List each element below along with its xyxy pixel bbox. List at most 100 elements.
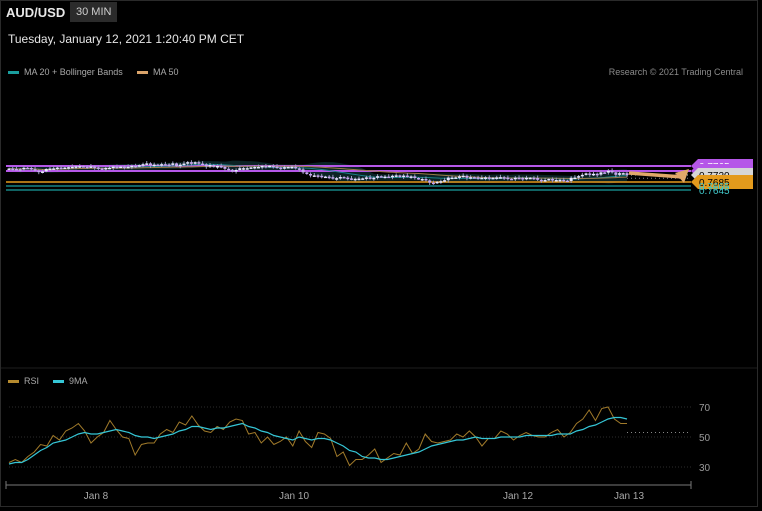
candle-body — [189, 162, 193, 164]
level-lines — [6, 165, 691, 191]
level-label-0.7665: 0.7665 — [699, 182, 730, 193]
candle-body — [249, 167, 253, 169]
symbol-label: AUD/USD — [6, 5, 66, 20]
candle-body — [524, 177, 528, 180]
candle-body — [175, 163, 179, 167]
candle-body — [253, 167, 257, 169]
candle-body — [454, 177, 458, 179]
candle-body — [495, 177, 499, 179]
candle-body — [502, 177, 506, 179]
candle-body — [335, 178, 339, 180]
candle-body — [532, 177, 536, 180]
candle-body — [591, 173, 595, 176]
candle-body — [44, 169, 48, 172]
candle-body — [134, 165, 138, 168]
candle-body — [368, 177, 372, 179]
candle-body — [89, 166, 93, 168]
candle-body — [342, 177, 346, 179]
bollinger-band-area — [9, 160, 627, 184]
candle-body — [472, 177, 476, 179]
candle-body — [93, 166, 97, 168]
rsi-pane: 70 50 30 — [8, 403, 711, 474]
candle-body — [122, 166, 126, 169]
x-tick-label: Jan 8 — [84, 491, 109, 502]
x-tick-label: Jan 13 — [614, 491, 644, 502]
candle-body — [96, 167, 100, 169]
candle-body — [290, 166, 294, 169]
candle-body — [573, 177, 577, 180]
candle-body — [387, 176, 391, 179]
candle-body — [85, 166, 89, 169]
candle-body — [517, 177, 521, 180]
candle-body — [558, 179, 562, 182]
bollinger-bands — [9, 160, 627, 184]
candle-body — [74, 166, 78, 168]
candle-body — [480, 177, 484, 180]
legend-swatch-ma50 — [137, 71, 148, 75]
candle-body — [521, 178, 525, 180]
candle-body — [320, 175, 324, 178]
candle-body — [193, 162, 197, 164]
candle-body — [569, 177, 573, 181]
candle-body — [137, 165, 141, 167]
timeframe-button[interactable]: 30 MIN — [70, 2, 118, 22]
candle-body — [498, 177, 502, 179]
candle-body — [510, 178, 514, 181]
candle-body — [119, 166, 123, 169]
candle-body — [338, 177, 342, 179]
candle-body — [435, 181, 439, 184]
candle-body — [115, 166, 119, 169]
candle-body — [223, 167, 227, 169]
candle-body — [361, 178, 365, 180]
candle-body — [536, 178, 540, 180]
candle-body — [327, 176, 331, 179]
candle-body — [547, 179, 551, 181]
candle-body — [245, 168, 249, 170]
candle-body — [178, 164, 182, 167]
candle-body — [55, 167, 59, 170]
candle-body — [33, 169, 37, 171]
candle-body — [528, 177, 532, 180]
candle-body — [171, 163, 175, 165]
candle-body — [625, 173, 629, 175]
candle-body — [52, 168, 56, 170]
legend-label-ma50: MA 50 — [153, 67, 179, 77]
level-label-0.7645: 0.7645 — [699, 186, 730, 197]
candle-body — [346, 177, 350, 180]
candle-body — [100, 168, 104, 170]
candle-body — [443, 180, 447, 182]
candle-body — [309, 174, 313, 176]
candle-body — [186, 162, 190, 164]
candle-body — [208, 165, 212, 167]
candle-body — [331, 177, 335, 179]
candle-body — [457, 176, 461, 178]
candle-body — [242, 168, 246, 170]
x-tick-label: Jan 10 — [279, 491, 309, 502]
rsi-tick-label: 30 — [699, 463, 711, 474]
candle-body — [580, 174, 584, 177]
candle-body — [212, 165, 216, 167]
candle-body — [260, 166, 264, 168]
candle-body — [7, 168, 11, 171]
legend-bollinger: MA 20 + Bollinger Bands — [8, 67, 123, 77]
candle-body — [145, 163, 149, 165]
candle-body — [350, 178, 354, 180]
candle-body — [413, 176, 417, 178]
rsi-9ma-line — [8, 416, 628, 465]
legend-label-9ma: 9MA — [69, 376, 88, 386]
candle-body — [130, 165, 134, 168]
candle-body — [402, 175, 406, 178]
candle-body — [108, 167, 112, 170]
candle-body — [562, 179, 566, 182]
candle-body — [78, 166, 82, 168]
candle-body — [353, 178, 357, 181]
candle-body — [230, 169, 234, 172]
candle-body — [201, 163, 205, 166]
candle-body — [469, 177, 473, 179]
arrow-head — [675, 169, 689, 183]
candle-body — [234, 170, 238, 172]
candle-body — [286, 167, 290, 169]
